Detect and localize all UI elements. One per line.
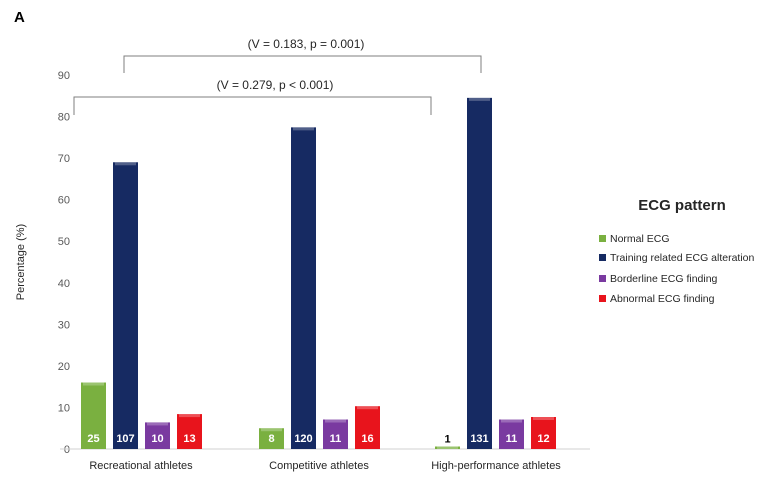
bar-normal-ecg [81, 382, 106, 449]
bar-abnormal-ecg-finding [531, 417, 556, 449]
bar-highlight [115, 162, 136, 166]
bar-count-label: 10 [151, 433, 163, 445]
y-tick-label: 90 [58, 70, 70, 82]
bar-count-label: 107 [116, 433, 134, 445]
legend-entry: Training related ECG alteration [610, 252, 755, 264]
x-category-label: High-performance athletes [431, 460, 561, 472]
bar-highlight [437, 446, 458, 449]
legend-entry: Abnormal ECG finding [610, 293, 715, 305]
y-tick-label: 50 [58, 236, 70, 248]
legend-entry: Borderline ECG finding [610, 273, 718, 285]
y-tick-label: 40 [58, 278, 70, 290]
bar-highlight [179, 414, 200, 418]
bar-count-label: 12 [537, 433, 549, 445]
annotation-bottom: (V = 0.279, p < 0.001) [217, 78, 334, 92]
y-tick-label: 70 [58, 153, 70, 165]
bar-borderline-ecg-finding [499, 419, 524, 449]
bar-highlight [469, 97, 490, 101]
bar-abnormal-ecg-finding [355, 406, 380, 449]
legend-entry: Normal ECG [610, 233, 670, 245]
bar-count-label: 11 [330, 433, 342, 445]
y-tick-label: 80 [58, 112, 70, 124]
legend: ECG pattern Normal ECG Training related E… [599, 197, 755, 305]
bar-highlight [533, 417, 554, 421]
bar-borderline-ecg-finding [323, 419, 348, 449]
bar-highlight [501, 419, 522, 423]
y-axis: 0 10 20 30 40 50 60 70 80 90 [58, 70, 70, 456]
bar-highlight [357, 406, 378, 410]
y-tick-label: 60 [58, 195, 70, 207]
bar-highlight [293, 127, 314, 131]
bar-count-label: 8 [268, 433, 274, 445]
bar-count-label: 11 [506, 433, 518, 445]
bar-normal-ecg [435, 446, 460, 449]
bar-training-related-ecg-alteration [291, 127, 316, 450]
bar-count-label: 25 [87, 433, 99, 445]
bar-count-label: 1 [444, 434, 450, 446]
bar-count-label: 13 [183, 433, 195, 445]
bar-highlight [325, 419, 346, 423]
y-tick-label: 30 [58, 319, 70, 331]
legend-swatch [599, 235, 606, 242]
legend-swatch [599, 295, 606, 302]
annotation-top: (V = 0.183, p = 0.001) [248, 37, 365, 51]
bar-highlight [261, 428, 282, 432]
bracket-top [123, 55, 482, 73]
y-tick-label: 0 [64, 444, 70, 456]
x-category-label: Competitive athletes [269, 460, 369, 472]
x-category-label: Recreational athletes [89, 460, 193, 472]
y-tick-label: 10 [58, 402, 70, 414]
bar-borderline-ecg-finding [145, 422, 170, 449]
bars-group: 25 8 1 107 120 131 10 11 11 13 16 12 [81, 97, 556, 450]
legend-swatch [599, 254, 606, 261]
bar-abnormal-ecg-finding [177, 414, 202, 449]
y-tick-label: 20 [58, 361, 70, 373]
bar-normal-ecg [259, 428, 284, 449]
bar-count-label: 16 [361, 433, 373, 445]
panel-label: A [14, 9, 25, 26]
bar-highlight [147, 422, 168, 426]
y-axis-label: Percentage (%) [15, 224, 27, 300]
legend-title: ECG pattern [638, 197, 726, 214]
significance-annotations: (V = 0.183, p = 0.001) (V = 0.279, p < 0… [73, 37, 482, 115]
bar-training-related-ecg-alteration [467, 97, 492, 449]
bracket-bottom [73, 96, 432, 115]
bar-training-related-ecg-alteration [113, 162, 138, 449]
bar-count-label: 131 [470, 433, 488, 445]
bar-highlight [83, 382, 104, 386]
bar-count-label: 120 [294, 433, 312, 445]
legend-swatch [599, 275, 606, 282]
category-labels: Recreational athletes Competitive athlete… [89, 460, 561, 472]
